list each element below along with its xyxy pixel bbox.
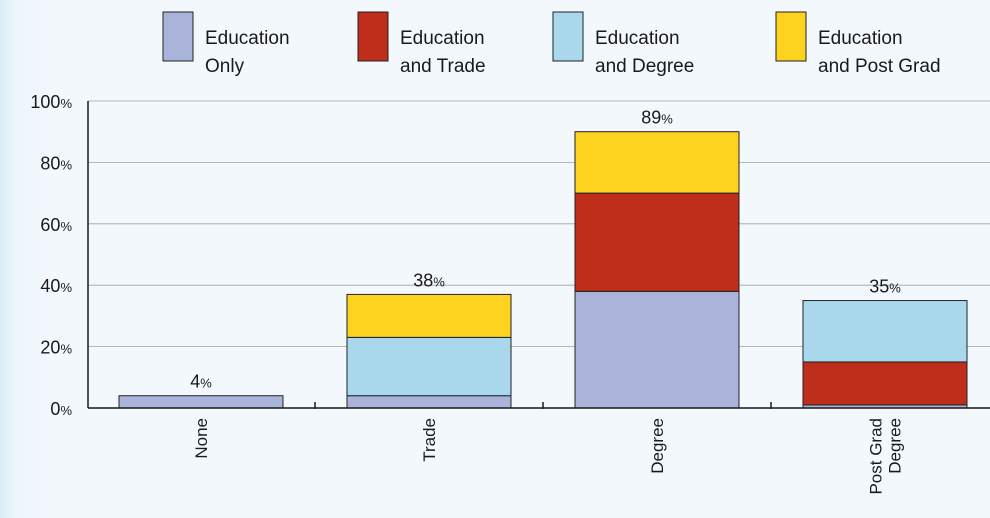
- legend-label: Education: [595, 28, 680, 49]
- legend-label: Education: [400, 28, 485, 49]
- y-tick-unit: %: [60, 342, 72, 357]
- bar-total-unit: %: [200, 376, 212, 391]
- y-tick-labels: 0%20%40%60%80%100%: [30, 92, 72, 419]
- y-tick-unit: %: [60, 219, 72, 234]
- legend-swatch: [162, 11, 194, 62]
- bar-total-label: 4%: [190, 372, 212, 392]
- bar-total-label: 35%: [869, 277, 901, 297]
- legend-label: and Trade: [400, 56, 486, 77]
- bar-total-number: 89: [641, 108, 661, 128]
- legend-label: and Post Grad: [818, 56, 941, 77]
- bar-total-number: 4: [190, 372, 200, 392]
- legend-item: Education Only: [162, 11, 290, 77]
- legend-item: Education and Trade: [357, 11, 486, 77]
- y-tick-number: 100: [30, 92, 60, 112]
- y-tick-number: 0: [50, 399, 60, 419]
- bar-segment: [346, 395, 512, 409]
- category-label: Post Grad: [867, 418, 886, 495]
- category-label: Trade: [420, 418, 439, 462]
- bars: [118, 131, 968, 409]
- bar-total-label: 38%: [413, 270, 445, 290]
- bar-total-number: 35: [869, 277, 889, 297]
- bar-segment: [574, 290, 740, 409]
- bar-total-unit: %: [889, 281, 901, 296]
- bar-segment: [346, 293, 512, 338]
- y-tick-unit: %: [60, 96, 72, 111]
- y-tick-unit: %: [60, 157, 72, 172]
- axes: [87, 101, 990, 409]
- total-labels: 4%38%89%35%: [190, 108, 901, 392]
- y-tick-label: 100%: [30, 92, 72, 112]
- bar-total-unit: %: [433, 274, 445, 289]
- legend-label: and Degree: [595, 56, 694, 77]
- legend-label: Only: [205, 56, 245, 77]
- category-label: Degree: [648, 418, 667, 474]
- legend-swatch: [357, 11, 389, 62]
- y-tick-number: 40: [40, 276, 60, 296]
- y-tick-unit: %: [60, 403, 72, 418]
- y-tick-label: 60%: [40, 215, 72, 235]
- legend-label: Education: [818, 28, 903, 49]
- bar-segment: [118, 395, 284, 409]
- legend-label: Education: [205, 28, 290, 49]
- category-label: None: [192, 418, 211, 459]
- y-tick-unit: %: [60, 280, 72, 295]
- legend-item: Education and Degree: [552, 11, 694, 77]
- y-tick-number: 60: [40, 215, 60, 235]
- legend-swatch: [552, 11, 584, 62]
- bar-segment: [802, 361, 968, 406]
- y-tick-label: 80%: [40, 153, 72, 173]
- legend-swatch: [775, 11, 807, 62]
- category-labels: None Trade Degree Post Grad Degree: [192, 418, 905, 495]
- y-tick-number: 80: [40, 153, 60, 173]
- bar-segment: [574, 192, 740, 292]
- bar-total-number: 38: [413, 270, 433, 290]
- y-tick-label: 0%: [50, 399, 72, 419]
- bar-segment: [346, 336, 512, 397]
- y-tick-number: 20: [40, 338, 60, 358]
- bar-total-unit: %: [661, 112, 673, 127]
- category-label: Degree: [886, 418, 905, 474]
- y-tick-label: 20%: [40, 338, 72, 358]
- bar-segment: [802, 300, 968, 363]
- bar-segment: [574, 131, 740, 194]
- legend-item: Education and Post Grad: [775, 11, 941, 77]
- y-tick-label: 40%: [40, 276, 72, 296]
- bar-total-label: 89%: [641, 108, 673, 128]
